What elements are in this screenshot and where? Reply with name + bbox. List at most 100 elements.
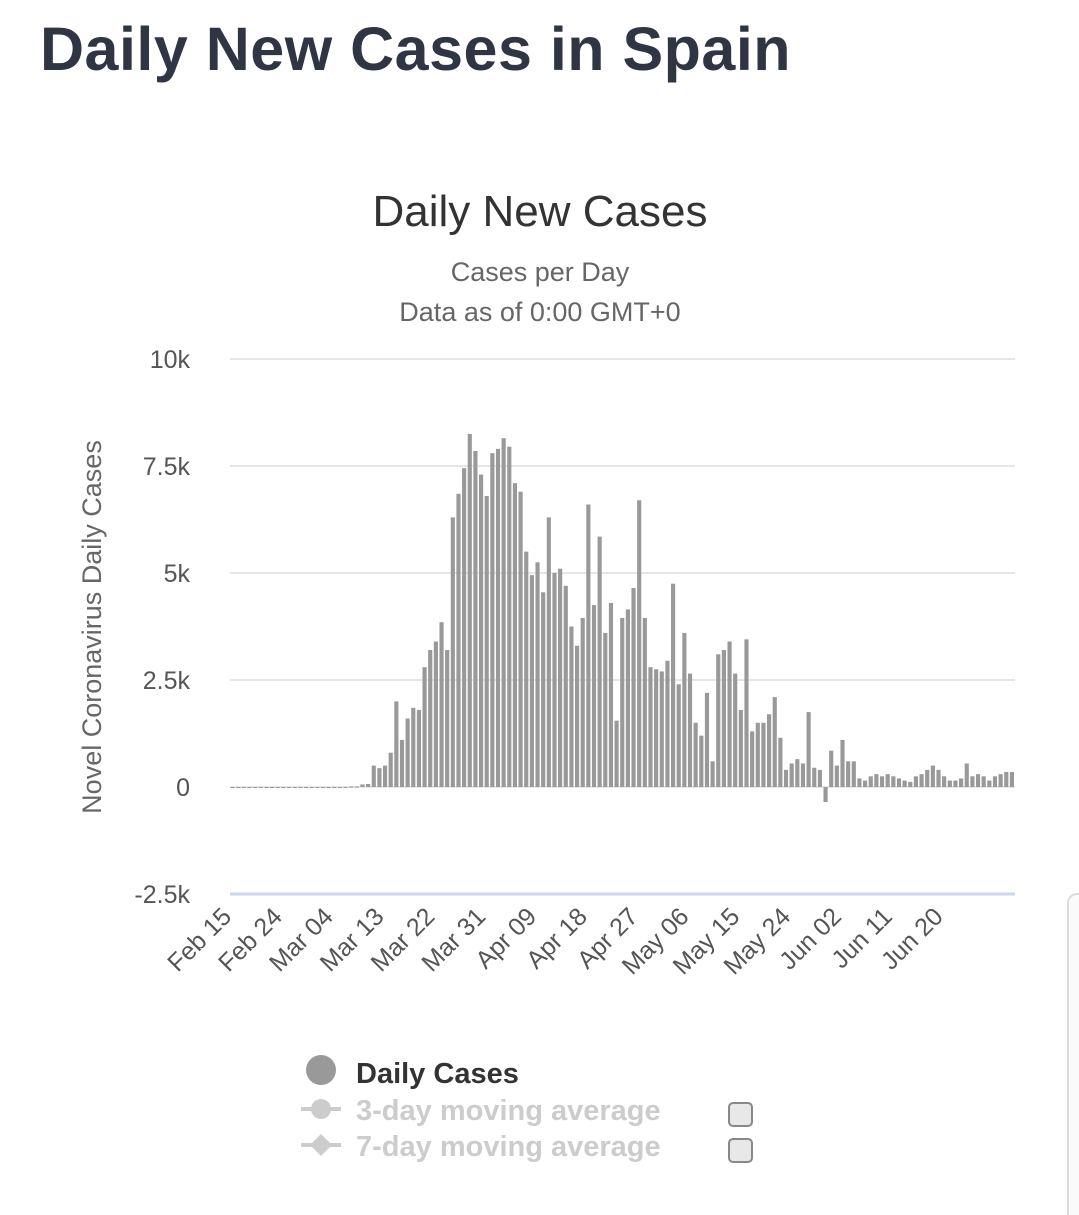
bar[interactable] [817, 769, 822, 787]
bar[interactable] [710, 761, 715, 787]
bar[interactable] [654, 669, 659, 787]
daily-cases-bars[interactable] [230, 433, 1015, 802]
bar[interactable] [721, 650, 726, 787]
bar[interactable] [676, 684, 681, 787]
bar[interactable] [478, 474, 484, 787]
bar[interactable] [394, 701, 399, 787]
bar[interactable] [648, 667, 653, 787]
bar[interactable] [603, 632, 608, 787]
bar[interactable] [896, 778, 902, 787]
bar[interactable] [445, 650, 450, 787]
bar[interactable] [671, 583, 676, 787]
legend-item-daily-cases[interactable]: Daily Cases [306, 1055, 519, 1090]
bar[interactable] [693, 722, 698, 787]
bar[interactable] [411, 707, 416, 787]
bar[interactable] [970, 776, 975, 787]
bar[interactable] [789, 763, 794, 787]
bar[interactable] [552, 573, 557, 787]
bar[interactable] [885, 774, 890, 787]
bar[interactable] [631, 587, 636, 787]
bar[interactable] [377, 768, 382, 787]
legend-item-3-day-average[interactable]: 3-day moving average [301, 1095, 661, 1127]
bar[interactable] [518, 491, 523, 787]
bar[interactable] [558, 568, 563, 787]
bar[interactable] [569, 626, 574, 788]
bar[interactable] [422, 667, 427, 787]
bar[interactable] [247, 787, 252, 788]
bar[interactable] [930, 765, 935, 787]
checkbox-3-day-average[interactable] [728, 1102, 753, 1127]
bar[interactable] [795, 759, 800, 787]
bar[interactable] [586, 504, 591, 787]
bar[interactable] [484, 495, 489, 787]
bar[interactable] [360, 784, 365, 787]
checkbox-7-day-average[interactable] [728, 1138, 753, 1163]
bar[interactable] [303, 787, 309, 788]
bar[interactable] [462, 468, 467, 787]
bar[interactable] [687, 673, 693, 787]
bar[interactable] [433, 641, 438, 787]
bar[interactable] [315, 787, 320, 788]
bar[interactable] [575, 645, 580, 787]
bar[interactable] [490, 453, 495, 787]
bar[interactable] [800, 763, 806, 787]
bar[interactable] [727, 641, 732, 787]
bar[interactable] [473, 451, 478, 787]
bar[interactable] [812, 767, 817, 787]
bar[interactable] [507, 446, 512, 787]
bar[interactable] [851, 761, 856, 787]
bar[interactable] [942, 776, 947, 787]
bar[interactable] [264, 787, 269, 788]
bar[interactable] [439, 622, 444, 787]
bar[interactable] [925, 769, 930, 787]
bar[interactable] [597, 536, 602, 787]
bar[interactable] [326, 787, 331, 788]
bar[interactable] [275, 787, 280, 788]
bar[interactable] [241, 787, 246, 788]
bar[interactable] [456, 493, 461, 787]
bar[interactable] [467, 433, 472, 787]
bar[interactable] [953, 780, 958, 787]
bar[interactable] [998, 774, 1003, 787]
bar[interactable] [857, 778, 862, 787]
bar[interactable] [767, 714, 772, 787]
bar[interactable] [863, 780, 868, 787]
bar[interactable] [309, 787, 314, 788]
bar[interactable] [987, 780, 992, 787]
bar[interactable] [806, 712, 811, 787]
bar[interactable] [840, 739, 845, 787]
bar[interactable] [744, 639, 749, 787]
bar[interactable] [733, 673, 738, 787]
bar[interactable] [959, 778, 964, 787]
bar[interactable] [704, 692, 710, 787]
bar[interactable] [1009, 772, 1014, 787]
bar[interactable] [829, 750, 834, 787]
bar[interactable] [405, 718, 410, 787]
bar[interactable] [298, 787, 303, 788]
bar[interactable] [258, 787, 263, 788]
bar[interactable] [563, 585, 568, 787]
bar[interactable] [495, 448, 501, 787]
bar[interactable] [992, 776, 998, 787]
bar[interactable] [834, 765, 839, 787]
bar[interactable] [253, 787, 258, 788]
bar[interactable] [1004, 772, 1009, 787]
bar[interactable] [665, 660, 670, 787]
bar[interactable] [546, 517, 551, 787]
bar[interactable] [343, 786, 348, 788]
bar[interactable] [541, 592, 546, 787]
bar[interactable] [772, 697, 777, 787]
bar[interactable] [750, 731, 755, 787]
bar[interactable] [846, 761, 851, 787]
bar[interactable] [936, 769, 941, 787]
bar[interactable] [535, 562, 540, 787]
bar[interactable] [908, 781, 913, 787]
bar[interactable] [716, 654, 721, 787]
bar[interactable] [823, 787, 828, 802]
bar[interactable] [332, 787, 337, 788]
bar[interactable] [625, 609, 630, 787]
scroll-edge[interactable] [1067, 893, 1079, 1215]
bar[interactable] [975, 774, 981, 787]
bar[interactable] [524, 551, 529, 787]
bar[interactable] [642, 617, 647, 787]
